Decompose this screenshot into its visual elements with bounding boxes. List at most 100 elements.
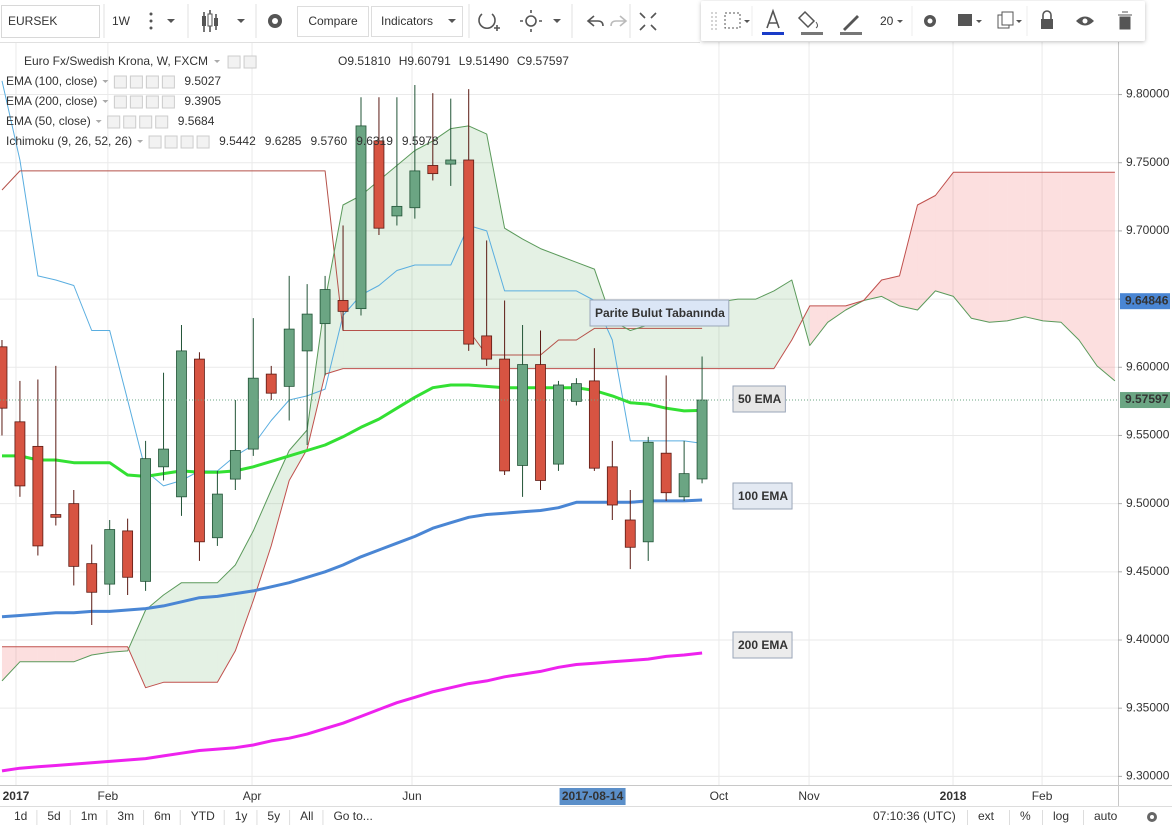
indicator-value: 9.6285: [265, 134, 302, 148]
cloud-fill: [181, 582, 200, 683]
legend-icon: [196, 135, 210, 149]
y-tick-label: 9.40000: [1126, 632, 1170, 646]
drawing-icons: [711, 6, 1132, 36]
caret: [102, 100, 109, 103]
indicator-line: [1, 80, 703, 487]
font-size[interactable]: 20: [880, 14, 894, 28]
cloud-fill: [1096, 172, 1115, 381]
legend-icon: [145, 75, 159, 89]
annotation-box: [589, 299, 730, 327]
icon-part: [1042, 10, 1052, 19]
compare-button[interactable]: [297, 6, 369, 37]
indicator-line: [1, 498, 703, 619]
candle-body: [588, 380, 600, 469]
option-button[interactable]: ext: [978, 809, 995, 823]
candle-body: [355, 125, 367, 310]
legend-icon: [180, 135, 194, 149]
icon-part: [149, 12, 153, 16]
candle-body: [409, 170, 421, 209]
symbol-box[interactable]: [1, 5, 100, 38]
range-button[interactable]: 1d: [14, 809, 27, 823]
top-toolbar: EURSEK 1W Compare Indicators: [0, 0, 1172, 43]
interval[interactable]: 1W: [112, 14, 131, 28]
option-button[interactable]: auto: [1094, 809, 1118, 823]
candle-body: [391, 205, 403, 217]
icon-part: [744, 20, 750, 23]
y-tick-label: 9.75000: [1126, 155, 1170, 169]
candle-body: [14, 421, 26, 487]
range-button[interactable]: 5y: [267, 809, 280, 823]
indicators[interactable]: Indicators: [381, 14, 433, 28]
icon-part: [1016, 20, 1022, 23]
candle-body: [265, 373, 277, 394]
icon-part: [766, 8, 780, 29]
indicator-name: Ichimoku (9, 26, 52, 26): [6, 134, 132, 148]
indicators-button[interactable]: [371, 6, 463, 37]
candle-body: [553, 384, 564, 465]
cloud-fill: [163, 582, 182, 683]
icon-part: [797, 10, 816, 29]
cloud-fill: [540, 248, 559, 369]
candle-body: [176, 350, 187, 498]
icon-part: [1041, 19, 1053, 29]
annotation-box: [732, 385, 786, 413]
cloud-fill: [37, 646, 56, 662]
y-tick-label: 9.30000: [1126, 769, 1170, 783]
icon-part: [167, 19, 175, 23]
icon-part: [525, 15, 537, 27]
x-tick-label: Jun: [402, 789, 421, 803]
candle-body: [571, 383, 582, 402]
ohlc-value: 9.51490: [465, 54, 509, 68]
cloud-fill: [953, 172, 972, 319]
symbol[interactable]: EURSEK: [8, 14, 57, 28]
cloud-fill: [19, 646, 38, 662]
drawing-toolbar: 20: [701, 1, 1145, 41]
ohlc-key: L: [459, 54, 466, 68]
goto[interactable]: Go to...: [333, 809, 372, 823]
legend-icon: [148, 135, 162, 149]
caret: [214, 60, 221, 63]
y-tick-label: 9.60000: [1126, 359, 1170, 373]
clock: 07:10:36 (UTC): [873, 809, 956, 823]
cloud-fill: [253, 490, 272, 601]
cloud-fill: [199, 582, 218, 683]
candle-body: [68, 503, 80, 567]
compare[interactable]: Compare: [308, 14, 358, 28]
legend-icon: [107, 115, 121, 129]
candle-body: [696, 399, 708, 480]
range-button[interactable]: YTD: [191, 809, 215, 823]
cloud-fill: [486, 134, 505, 369]
range-button[interactable]: 3m: [117, 809, 134, 823]
option-button[interactable]: %: [1020, 809, 1031, 823]
settings-icon-hole: [1150, 815, 1154, 819]
candle-body: [122, 530, 134, 578]
cloud-fill: [827, 305, 846, 323]
cloud-fill: [1, 646, 20, 681]
ohlc-key: C: [517, 54, 526, 68]
candle-body: [283, 328, 295, 387]
cloud-fill: [558, 255, 577, 369]
x-tick-label: Feb: [1032, 789, 1053, 803]
icon-part: [815, 21, 818, 29]
caret: [448, 19, 456, 23]
cloud-fill: [1079, 172, 1097, 366]
range-button[interactable]: 5d: [47, 809, 60, 823]
range-button[interactable]: 1m: [81, 809, 98, 823]
candle-body: [319, 289, 331, 325]
y-tick-label: 9.70000: [1126, 223, 1170, 237]
range-button[interactable]: 1y: [235, 809, 248, 823]
candle-body: [373, 140, 385, 229]
caret: [95, 120, 102, 123]
cloud-fill: [630, 325, 649, 369]
drawing-toolbar-bg: [701, 1, 1145, 41]
cloud-fill: [522, 239, 541, 369]
range-button[interactable]: All: [300, 809, 313, 823]
range-button[interactable]: 6m: [154, 809, 171, 823]
legend-icon: [129, 95, 143, 109]
candle-body: [606, 466, 618, 506]
icon-part: [762, 32, 784, 35]
annotation-box: [732, 482, 793, 510]
cloud-fill: [989, 172, 1008, 323]
candle-body: [140, 458, 151, 582]
option-button[interactable]: log: [1053, 809, 1069, 823]
